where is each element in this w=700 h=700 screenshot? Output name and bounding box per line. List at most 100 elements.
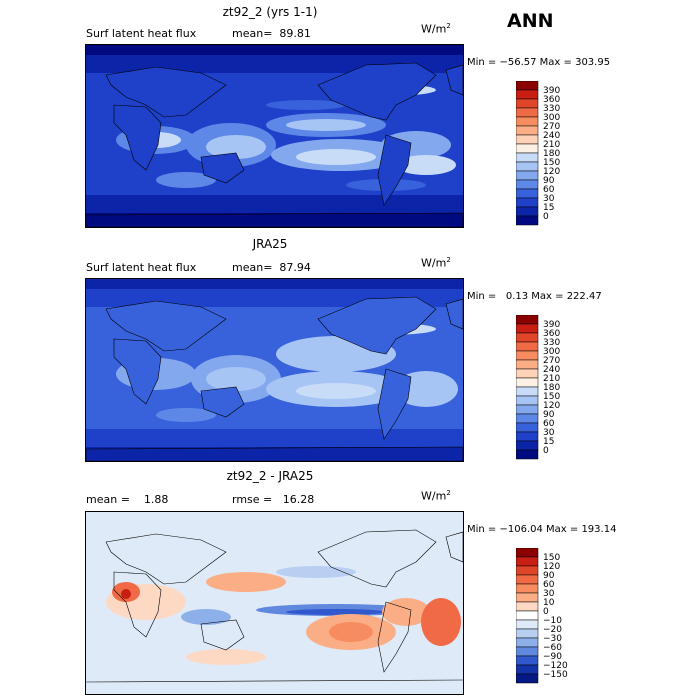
colorbar-swatch [516, 350, 539, 361]
colorbar-swatch [516, 565, 539, 576]
panel3-rmse: rmse = 16.28 [232, 493, 315, 506]
panel1-mean: mean= 89.81 [232, 27, 311, 40]
colorbar-swatch [516, 628, 539, 639]
colorbar-tick-label: 210 [543, 140, 560, 150]
colorbar-swatch [516, 206, 539, 217]
panel1-map-plot [86, 45, 463, 227]
panel2-title: JRA25 [252, 237, 288, 251]
colorbar-tick-label: 150 [543, 553, 560, 563]
colorbar-swatch [516, 134, 539, 145]
panel2-mean: mean= 87.94 [232, 261, 311, 274]
colorbar-swatch [516, 556, 539, 567]
colorbar-tick-label: 30 [543, 194, 555, 204]
colorbar-tick-label: 30 [543, 428, 555, 438]
colorbar-tick-label: 0 [543, 212, 549, 222]
colorbar-swatch [516, 323, 539, 334]
panel1-field-label: Surf latent heat flux [86, 27, 197, 40]
colorbar-tick-label: 300 [543, 347, 560, 357]
panel3-map-plot [86, 512, 463, 694]
panel1-title: zt92_2 (yrs 1-1) [222, 5, 318, 19]
colorbar-swatch [516, 431, 539, 442]
colorbar-tick-label: 240 [543, 365, 560, 375]
colorbar-swatch [516, 619, 539, 630]
panel3-map [85, 511, 464, 695]
colorbar-tick-label: 120 [543, 401, 560, 411]
colorbar-tick-label: 0 [543, 607, 549, 617]
colorbar-swatch [516, 592, 539, 603]
colorbar-swatch [516, 332, 539, 343]
colorbar-swatch [516, 215, 539, 226]
colorbar-swatch [516, 81, 539, 91]
colorbar-swatch [516, 574, 539, 585]
colorbar-swatch [516, 359, 539, 370]
colorbar-swatch [516, 422, 539, 433]
colorbar-tick-label: 180 [543, 149, 560, 159]
panel1-units: W/m2 [421, 22, 451, 36]
panel1-colorbar: 390 360 330 300 270 240 210 180 150 120 90 60 30 15 0 [516, 81, 586, 231]
colorbar-tick-label: 90 [543, 410, 555, 420]
colorbar-tick-label: −90 [543, 652, 562, 662]
colorbar-swatch [516, 89, 539, 100]
colorbar-swatch [516, 116, 539, 127]
colorbar-swatch [516, 125, 539, 136]
colorbar-swatch [516, 170, 539, 181]
colorbar-swatch [516, 386, 539, 397]
colorbar-swatch [516, 143, 539, 154]
colorbar-tick-label: −120 [543, 661, 568, 671]
colorbar-swatch [516, 315, 539, 325]
colorbar-swatch [516, 188, 539, 199]
colorbar-tick-label: 270 [543, 356, 560, 366]
colorbar-tick-label: 90 [543, 571, 555, 581]
colorbar-tick-label: −150 [543, 670, 568, 680]
colorbar-swatch [516, 637, 539, 648]
season-label: ANN [507, 10, 554, 32]
colorbar-tick-label: 360 [543, 95, 560, 105]
colorbar-tick-label: 150 [543, 392, 560, 402]
colorbar-swatch [516, 610, 539, 621]
colorbar-swatch [516, 179, 539, 190]
colorbar-tick-label: 15 [543, 437, 554, 447]
colorbar-tick-label: 180 [543, 383, 560, 393]
colorbar-swatch [516, 413, 539, 424]
colorbar-tick-label: 60 [543, 185, 555, 195]
colorbar-tick-label: 60 [543, 419, 555, 429]
colorbar-tick-label: 390 [543, 86, 560, 96]
panel2-minmax: Min = 0.13 Max = 222.47 [467, 291, 602, 302]
colorbar-tick-label: 120 [543, 562, 560, 572]
colorbar-swatch [516, 583, 539, 594]
panel3-units: W/m2 [421, 489, 451, 503]
colorbar-tick-label: 210 [543, 374, 560, 384]
colorbar-swatch [516, 341, 539, 352]
colorbar-swatch [516, 107, 539, 118]
colorbar-tick-label: 0 [543, 446, 549, 456]
colorbar-swatch [516, 664, 539, 675]
colorbar-swatch [516, 161, 539, 172]
colorbar-swatch [516, 395, 539, 406]
colorbar-swatch [516, 655, 539, 666]
colorbar-tick-label: 330 [543, 104, 560, 114]
colorbar-tick-label: 90 [543, 176, 555, 186]
colorbar-tick-label: −10 [543, 616, 562, 626]
colorbar-swatch [516, 98, 539, 109]
colorbar-tick-label: 270 [543, 122, 560, 132]
panel2-colorbar: 390 360 330 300 270 240 210 180 150 120 90 60 30 15 0 [516, 315, 586, 465]
colorbar-tick-label: −20 [543, 625, 562, 635]
colorbar-tick-label: 60 [543, 580, 555, 590]
colorbar-tick-label: 10 [543, 598, 555, 608]
colorbar-swatch [516, 197, 539, 208]
panel3-minmax: Min = −106.04 Max = 193.14 [467, 524, 617, 535]
colorbar-tick-label: 240 [543, 131, 560, 141]
colorbar-swatch [516, 152, 539, 163]
panel3-colorbar: 150 120 90 60 30 10 0 −10 −20 −30 −60 −90 −120 −150 [516, 548, 586, 689]
colorbar-tick-label: −60 [543, 643, 562, 653]
colorbar-tick-label: −30 [543, 634, 562, 644]
colorbar-tick-label: 150 [543, 158, 560, 168]
panel2-map [85, 278, 464, 462]
colorbar-tick-label: 330 [543, 338, 560, 348]
colorbar-swatch [516, 449, 539, 460]
colorbar-tick-label: 300 [543, 113, 560, 123]
colorbar-tick-label: 120 [543, 167, 560, 177]
colorbar-swatch [516, 601, 539, 612]
